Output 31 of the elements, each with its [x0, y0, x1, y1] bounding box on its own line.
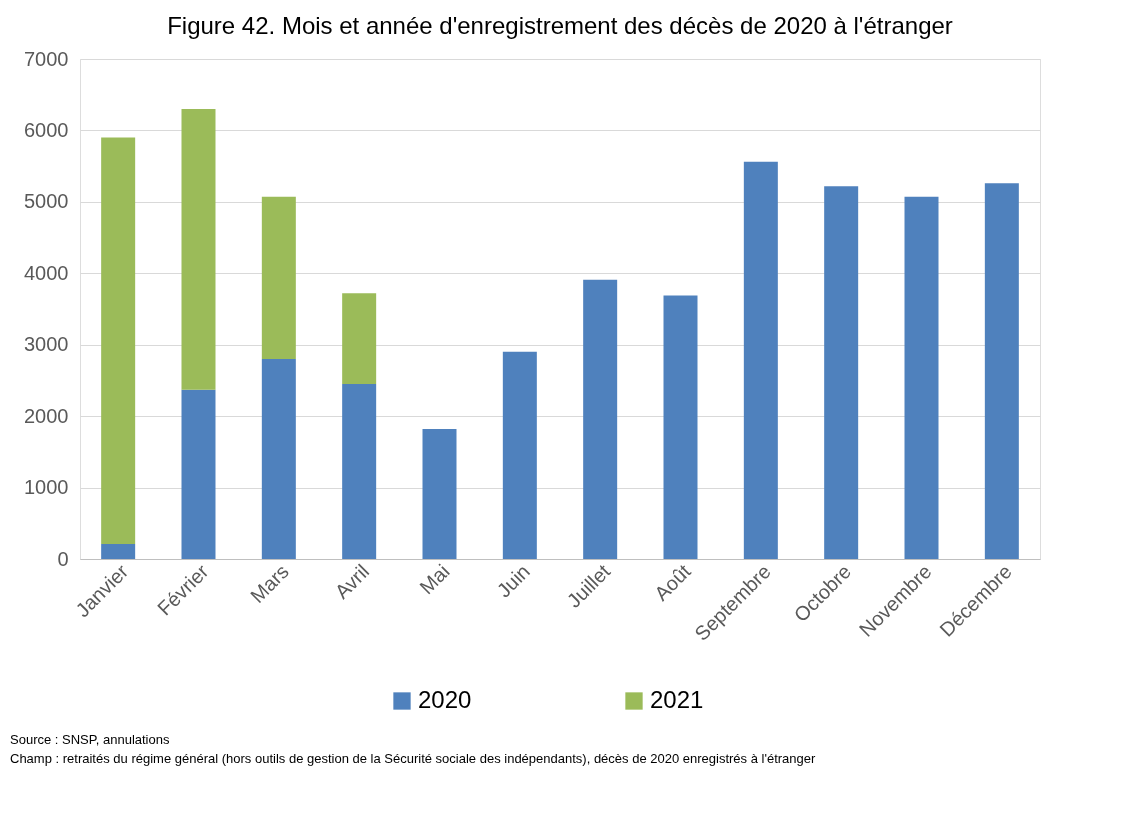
bar [663, 295, 698, 559]
bar [422, 429, 457, 559]
bar [743, 161, 778, 559]
chart-title: Figure 42. Mois et année d'enregistrement des décès de 2020 à l'étranger [167, 12, 953, 39]
bar [342, 384, 377, 559]
bar [181, 109, 216, 390]
y-tick-label: 6000 [24, 118, 69, 141]
x-tick-label: Mai [415, 560, 454, 599]
bar [583, 279, 618, 559]
bar [261, 196, 296, 359]
text: Champ : retraités du régime général (hors outils de gestion de la Sécurité sociale des indépendants), décès de 2020 enregistrés à l'étranger [10, 751, 817, 766]
bar [181, 389, 216, 559]
y-tick-label: 0 [57, 547, 69, 570]
legend-label: 2020 [418, 686, 472, 713]
y-tick-label: 2000 [24, 404, 69, 427]
source-note: Source : SNSP, annulations [10, 732, 170, 747]
bar [342, 293, 377, 384]
y-tick-label: 4000 [24, 261, 69, 284]
y-tick-label: 5000 [24, 190, 69, 213]
bar [984, 183, 1019, 559]
y-tick-label: 3000 [24, 333, 69, 356]
bar [904, 196, 939, 559]
bar [502, 351, 537, 559]
x-tick-label: Juin [492, 560, 534, 602]
y-tick-label: 7000 [24, 47, 69, 70]
y-tick-label: 1000 [24, 476, 69, 499]
bar [101, 137, 136, 544]
bar [261, 359, 296, 559]
bar [101, 544, 136, 559]
legend-label: 2021 [650, 686, 704, 713]
bar [824, 186, 859, 559]
